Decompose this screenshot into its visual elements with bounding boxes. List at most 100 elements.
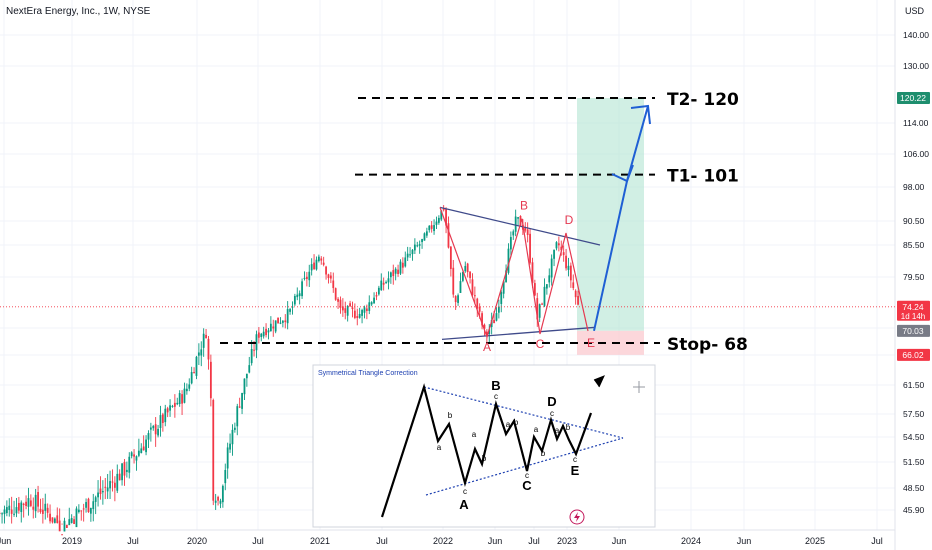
- candle-body: [488, 329, 491, 334]
- candle-body: [279, 322, 282, 324]
- candle-body: [565, 255, 567, 269]
- wave-label: C: [536, 337, 545, 351]
- candle-body: [382, 282, 385, 285]
- inset-minor-label: a: [555, 426, 560, 435]
- candle-body: [497, 306, 500, 313]
- candle-body: [437, 217, 440, 223]
- candle-body: [236, 406, 239, 427]
- candle-body: [361, 309, 363, 316]
- candle-body: [61, 534, 63, 536]
- candle-body: [293, 295, 296, 305]
- candles: [0, 205, 579, 536]
- inset-major-label: E: [571, 463, 580, 478]
- candle-body: [401, 262, 404, 268]
- price-badge-label: 120.22: [900, 93, 926, 103]
- candle-body: [308, 271, 311, 281]
- candle-body: [169, 405, 171, 411]
- candle-body: [104, 486, 107, 488]
- candle-body: [97, 492, 99, 498]
- candle-body: [550, 258, 553, 278]
- candle-body: [125, 469, 128, 473]
- candle-body: [325, 266, 327, 275]
- candle-body: [241, 392, 243, 409]
- y-tick-label: 54.50: [903, 432, 925, 442]
- candle-body: [365, 308, 368, 311]
- inset-minor-label: a: [506, 420, 511, 429]
- candle-body: [502, 281, 505, 294]
- candle-body: [572, 282, 575, 289]
- candle-body: [517, 217, 519, 219]
- candle-body: [545, 284, 548, 289]
- candle-body: [137, 450, 140, 456]
- candle-body: [82, 508, 85, 510]
- inset-diagram: Symmetrical Triangle CorrectionABCDEabca…: [312, 364, 656, 528]
- candle-body: [397, 269, 399, 274]
- inset-minor-label: a: [534, 425, 539, 434]
- candle-body: [524, 227, 527, 231]
- candle-body: [337, 298, 339, 302]
- candle-body: [25, 501, 27, 506]
- candle-body: [389, 272, 392, 278]
- candle-body: [418, 244, 421, 246]
- candle-body: [356, 316, 359, 319]
- y-tick-label: 45.90: [903, 505, 925, 515]
- inset-major-label: A: [459, 497, 469, 512]
- candle-body: [291, 306, 294, 308]
- candle-body: [109, 481, 111, 489]
- candle-body: [159, 415, 162, 428]
- candle-body: [233, 427, 236, 430]
- inset-minor-label: c: [573, 455, 577, 464]
- inset-wave-path: [380, 383, 593, 518]
- candle-body: [128, 456, 131, 473]
- candle-body: [526, 229, 529, 236]
- candle-body: [214, 500, 217, 503]
- candle-body: [176, 402, 179, 405]
- candle-body: [32, 506, 35, 510]
- price-badge: [897, 348, 930, 361]
- inset-major-label: B: [491, 378, 500, 393]
- x-tick-label: 2022: [433, 536, 453, 546]
- wave-label: B: [520, 199, 528, 213]
- candle-body: [387, 278, 390, 283]
- x-tick-label: Jun: [737, 536, 752, 546]
- candle-body: [56, 515, 59, 524]
- candle-body: [101, 490, 104, 493]
- y-tick-label: 140.00: [903, 30, 929, 40]
- candle-body: [555, 242, 558, 249]
- candle-body: [3, 509, 6, 515]
- candle-body: [322, 262, 325, 265]
- candle-body: [207, 338, 210, 360]
- candle-body: [111, 481, 114, 483]
- candle-body: [149, 427, 152, 430]
- candle-body: [39, 508, 42, 512]
- candle-body: [262, 331, 265, 337]
- candle-body: [85, 502, 87, 508]
- candle-body: [70, 517, 73, 523]
- candle-body: [567, 265, 570, 270]
- candle-body: [433, 225, 435, 232]
- candle-body: [469, 271, 471, 278]
- profit-zone: [577, 98, 644, 331]
- candle-body: [289, 309, 291, 312]
- candle-body: [483, 324, 486, 329]
- y-tick-label: 61.50: [903, 380, 925, 390]
- candle-body: [185, 388, 188, 392]
- x-tick-label: Jun: [488, 536, 503, 546]
- candle-body: [188, 384, 191, 389]
- candle-body: [296, 294, 299, 298]
- candle-body: [363, 307, 366, 313]
- candle-body: [190, 372, 193, 384]
- candle-body: [255, 334, 258, 351]
- candle-body: [473, 295, 476, 297]
- candle-body: [377, 287, 380, 295]
- x-tick-label: Jul: [127, 536, 139, 546]
- candle-body: [272, 326, 275, 329]
- candle-body: [58, 520, 61, 532]
- candle-body: [286, 309, 289, 324]
- candle-body: [574, 290, 577, 298]
- candle-body: [512, 231, 515, 236]
- y-tick-label: 85.50: [903, 240, 925, 250]
- candle-body: [166, 408, 169, 413]
- candle-body: [154, 424, 157, 435]
- candle-body: [447, 223, 450, 248]
